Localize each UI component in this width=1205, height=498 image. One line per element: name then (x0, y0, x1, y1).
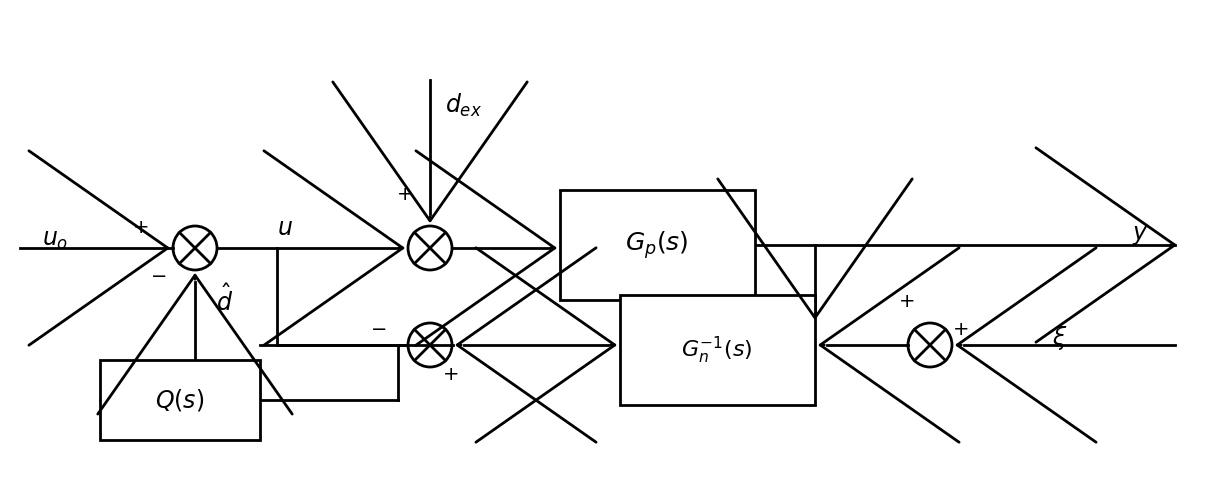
Text: $\hat{d}$: $\hat{d}$ (217, 284, 234, 316)
Text: $-$: $-$ (149, 266, 166, 284)
Text: $+$: $+$ (131, 219, 148, 237)
Text: $Q(s)$: $Q(s)$ (155, 387, 205, 413)
Text: $+$: $+$ (395, 186, 412, 204)
Text: $G_p(s)$: $G_p(s)$ (625, 229, 689, 261)
Text: $+$: $+$ (442, 366, 458, 384)
Text: $+$: $+$ (898, 293, 915, 311)
Text: $u_o$: $u_o$ (42, 229, 69, 251)
Text: $u$: $u$ (277, 217, 293, 240)
Text: $-$: $-$ (370, 319, 386, 337)
Bar (621, 295, 815, 405)
Bar (560, 190, 756, 300)
Text: $+$: $+$ (952, 321, 968, 339)
Text: $y$: $y$ (1131, 224, 1148, 247)
Text: $d_{ex}$: $d_{ex}$ (446, 92, 482, 119)
Bar (100, 360, 260, 440)
Text: $G_n^{-1}(s)$: $G_n^{-1}(s)$ (681, 334, 753, 366)
Text: $\xi$: $\xi$ (1052, 324, 1068, 352)
